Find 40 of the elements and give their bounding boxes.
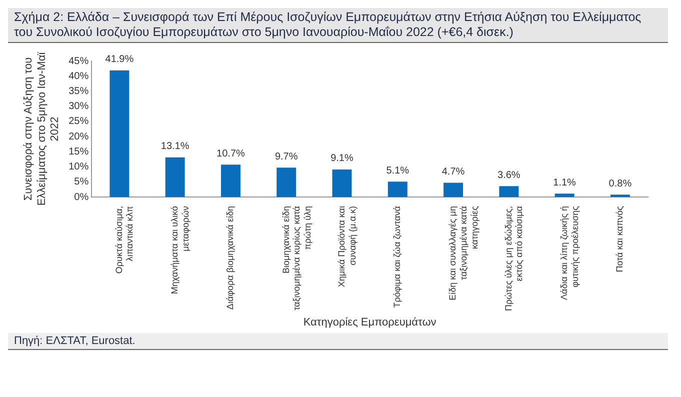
bar (554, 194, 574, 197)
x-tick-label: Είδη και συναλλαγές μη ταξινομημένα κατά κατηγορίες (448, 205, 480, 300)
x-tick-label: Ορυκτά καύσιμα, λιπαντικά κλπ (114, 206, 135, 274)
x-axis-title: Κατηγορίες Εμπορευμάτων (303, 316, 437, 328)
x-tick-label: Ποτά και καπνός (614, 205, 625, 272)
text: Πηγή: ΕΛΣΤΑΤ, Eurostat. (8, 333, 668, 350)
bar (276, 168, 296, 197)
data-label: 9.1% (330, 153, 354, 164)
y-tick-label: 5% (74, 176, 89, 188)
data-label: 41.9% (105, 54, 134, 66)
x-tick-label: Χημικά Προϊόντα και συναφή (μ.α.κ) (336, 206, 358, 288)
data-label: 4.7% (442, 166, 465, 178)
data-label: 1.1% (553, 177, 576, 188)
bar (388, 182, 408, 197)
x-tick-label: Τρόφιμα και ζώα ζωντανά (392, 206, 402, 308)
y-tick-label: 10% (68, 162, 89, 173)
y-tick-label: 45% (68, 56, 89, 67)
bar (444, 182, 463, 197)
y-tick-label: 15% (68, 146, 89, 158)
data-label: 5.1% (386, 165, 410, 176)
x-tick-label: Διάφορα βιομηχανικά είδη (225, 206, 236, 310)
y-tick-label: 30% (68, 101, 89, 112)
data-label: 9.7% (274, 151, 298, 162)
y-tick-label: 25% (68, 116, 89, 128)
y-tick-label: 20% (68, 131, 89, 142)
data-label: 13.1% (160, 141, 190, 152)
y-axis-title: Συνεισφορά στην Αύξηση του Ελλείμματος στο 5μηνο Ιαν-Μαϊ 2022 (22, 52, 62, 206)
y-tick-label: 0% (74, 192, 89, 203)
y-tick-label: 40% (68, 70, 89, 82)
chart-title: Σχήμα 2: Ελλάδα – Συνεισφορά των Επί Μέρους Ισοζυγίων Εμπορευμάτων στην Ετήσια Αύξηση του Ελλείμματος του Συνολικού Ισοζυγίου Εμπορευμάτων στο 5μηνο Ιανουαρίου-Μαΐου 2022 (+€6,4 δισεκ.) (8, 8, 668, 43)
bar (220, 164, 240, 197)
bar (165, 157, 185, 197)
y-tick-label: 35% (68, 86, 89, 97)
data-label: 3.6% (498, 170, 520, 181)
bar (499, 186, 519, 197)
data-label: 10.7% (216, 148, 245, 160)
x-tick-label: Βιομηχανικά είδη ταξινομημένα κυρίως κατά πρώτη ύλη (280, 206, 312, 310)
data-label: 0.8% (608, 178, 632, 190)
bar (332, 170, 352, 197)
bar (110, 70, 130, 197)
